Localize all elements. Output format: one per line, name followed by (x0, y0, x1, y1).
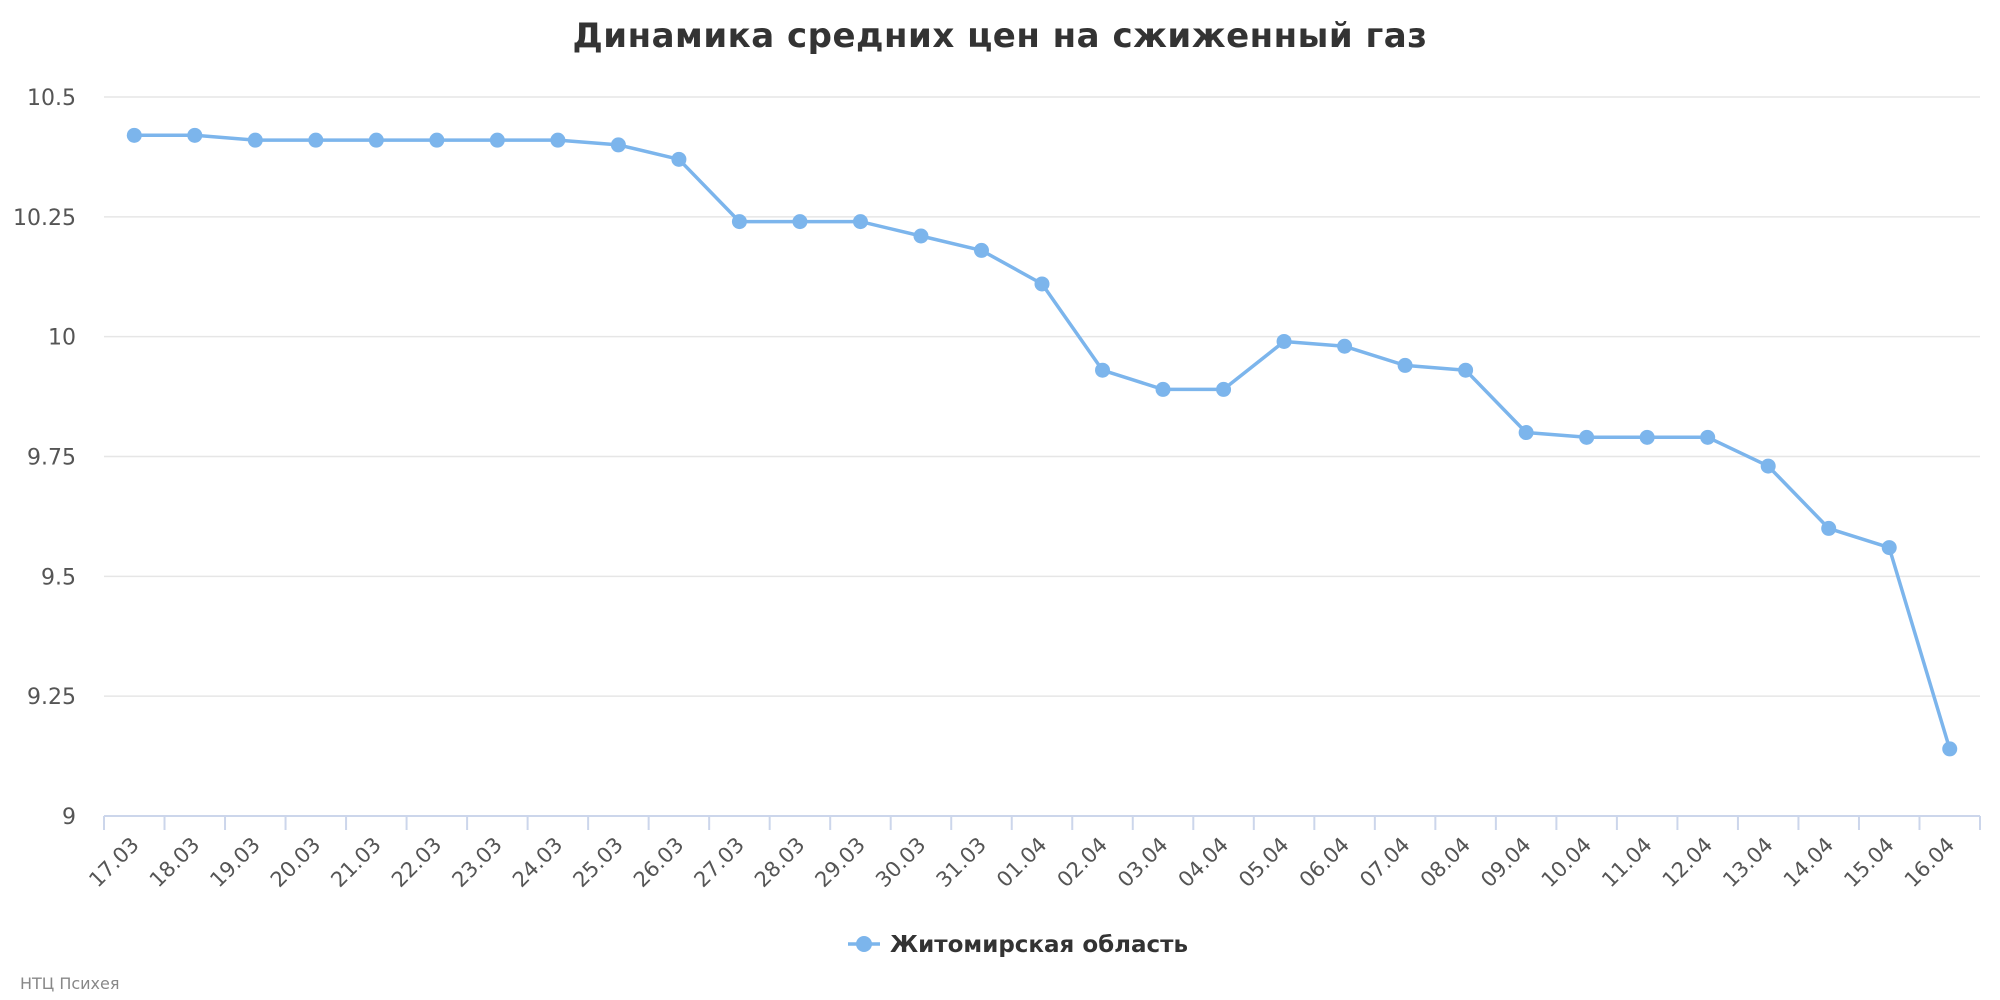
x-tick-label: 19.03 (205, 833, 264, 892)
y-tick-label: 9.25 (27, 685, 76, 710)
data-point[interactable] (1034, 276, 1050, 292)
x-tick-label: 22.03 (387, 833, 446, 892)
data-point[interactable] (1397, 357, 1413, 373)
x-axis (103, 815, 1981, 830)
x-tick-label: 14.04 (1779, 833, 1838, 892)
data-point[interactable] (1155, 381, 1171, 397)
y-axis-labels: 9 9.25 9.5 9.75 10 10.25 10.5 (13, 86, 76, 830)
data-point[interactable] (731, 214, 747, 230)
data-point[interactable] (1881, 540, 1897, 556)
x-tick-label: 07.04 (1355, 833, 1414, 892)
y-gridlines (104, 96, 1980, 697)
x-tick-label: 12.04 (1658, 833, 1717, 892)
data-point[interactable] (1095, 362, 1111, 378)
credits-text[interactable]: НТЦ Психея (20, 974, 119, 993)
series-line (132, 133, 1952, 751)
x-tick-label: 03.04 (1113, 833, 1172, 892)
x-tick-label: 16.04 (1900, 833, 1959, 892)
data-point[interactable] (610, 137, 626, 153)
y-tick-label: 9 (62, 805, 76, 830)
data-point[interactable] (247, 132, 263, 148)
data-point[interactable] (308, 132, 324, 148)
x-tick-label: 27.03 (689, 833, 748, 892)
chart-title: Динамика средних цен на сжиженный газ (572, 16, 1427, 56)
x-tick-label: 23.03 (447, 833, 506, 892)
data-point[interactable] (1700, 429, 1716, 445)
series-group (126, 127, 1958, 757)
x-tick-label: 31.03 (932, 833, 991, 892)
x-tick-label: 20.03 (266, 833, 325, 892)
legend-marker-icon (856, 936, 872, 952)
data-point[interactable] (1216, 381, 1232, 397)
data-point[interactable] (187, 127, 203, 143)
x-tick-label: 01.04 (992, 833, 1051, 892)
x-tick-label: 25.03 (568, 833, 627, 892)
data-point[interactable] (1579, 429, 1595, 445)
x-tick-label: 15.04 (1839, 833, 1898, 892)
data-point[interactable] (792, 214, 808, 230)
x-tick-label: 04.04 (1174, 833, 1233, 892)
data-point[interactable] (1639, 429, 1655, 445)
y-tick-label: 9.75 (27, 446, 76, 471)
x-tick-label: 13.04 (1718, 833, 1777, 892)
data-point[interactable] (1760, 458, 1776, 474)
x-tick-label: 30.03 (871, 833, 930, 892)
x-tick-label: 28.03 (750, 833, 809, 892)
legend-label: Житомирская область (890, 932, 1188, 958)
x-axis-labels: 17.03 18.03 19.03 20.03 21.03 22.03 23.03 24.03… (84, 833, 1959, 892)
data-point[interactable] (1337, 338, 1353, 354)
data-point[interactable] (852, 214, 868, 230)
x-tick-label: 10.04 (1537, 833, 1596, 892)
data-point[interactable] (429, 132, 445, 148)
y-tick-label: 9.5 (41, 565, 76, 590)
data-point[interactable] (1458, 362, 1474, 378)
data-point[interactable] (550, 132, 566, 148)
x-tick-label: 11.04 (1597, 833, 1656, 892)
x-tick-label: 29.03 (811, 833, 870, 892)
data-point[interactable] (126, 127, 142, 143)
data-point[interactable] (1942, 741, 1958, 757)
x-tick-label: 05.04 (1234, 833, 1293, 892)
x-tick-label: 08.04 (1416, 833, 1475, 892)
data-point[interactable] (671, 151, 687, 167)
x-tick-label: 17.03 (84, 833, 143, 892)
x-tick-label: 26.03 (629, 833, 688, 892)
x-tick-label: 06.04 (1295, 833, 1354, 892)
data-point[interactable] (368, 132, 384, 148)
x-tick-label: 02.04 (1053, 833, 1112, 892)
data-point[interactable] (489, 132, 505, 148)
x-tick-label: 24.03 (508, 833, 567, 892)
y-tick-label: 10 (48, 326, 76, 351)
data-point[interactable] (1821, 520, 1837, 536)
data-point[interactable] (1518, 425, 1534, 441)
data-point[interactable] (1276, 333, 1292, 349)
x-tick-label: 18.03 (145, 833, 204, 892)
y-tick-label: 10.5 (27, 86, 76, 111)
y-tick-label: 10.25 (13, 206, 76, 231)
x-tick-label: 21.03 (326, 833, 385, 892)
x-tick-label: 09.04 (1476, 833, 1535, 892)
data-point[interactable] (973, 242, 989, 258)
data-point[interactable] (913, 228, 929, 244)
legend-item-zhytomyr[interactable]: Житомирская область (848, 932, 1188, 958)
